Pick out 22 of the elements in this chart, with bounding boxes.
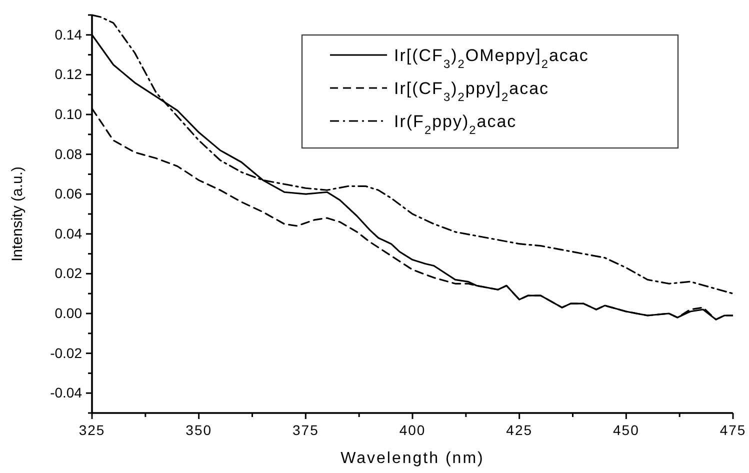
y-tick-label: 0.02: [54, 265, 82, 282]
y-axis-title: Intensity (a.u.): [9, 166, 26, 262]
y-tick-label: 0.10: [54, 106, 82, 122]
x-tick-label: 475: [720, 422, 746, 438]
y-tick-label: 0.08: [54, 146, 82, 162]
y-tick-label: 0.14: [54, 26, 82, 42]
x-axis-title: Wavelength (nm): [340, 450, 484, 467]
x-tick-label: 450: [612, 422, 640, 438]
x-tick-label: 325: [78, 422, 106, 438]
legend-label: Ir[(CF$_{3}$)$_{2}$OMeppy]$_{2}$acac: [394, 46, 589, 71]
x-tick-label: 400: [399, 422, 426, 438]
y-tick-label: -0.04: [50, 384, 82, 401]
legend-label: Ir[(CF$_{3}$)$_{2}$ppy]$_{2}$acac: [394, 79, 550, 104]
y-tick-label: 0.00: [54, 304, 82, 321]
x-tick-label: 375: [292, 422, 319, 438]
y-tick-label: 0.06: [54, 186, 82, 202]
legend-label: Ir(F$_{2}$ppy)$_{2}$acac: [394, 112, 517, 137]
y-tick-label: 0.04: [54, 225, 82, 242]
x-tick-label: 350: [186, 422, 212, 438]
x-tick-label: 425: [506, 422, 533, 438]
y-tick-label: -0.02: [50, 344, 82, 361]
y-tick-label: 0.12: [54, 66, 82, 82]
